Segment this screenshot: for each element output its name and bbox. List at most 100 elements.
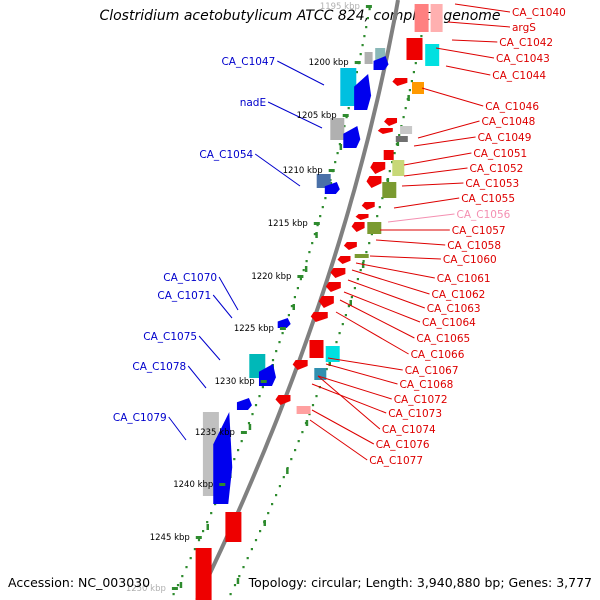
gc-dot bbox=[347, 107, 350, 110]
gene-label-right: argS bbox=[512, 22, 536, 34]
gc-dash bbox=[328, 360, 331, 366]
gc-dot bbox=[290, 305, 293, 308]
kbp-tick-mark bbox=[260, 380, 267, 383]
kbp-tick-mark bbox=[342, 114, 349, 117]
gc-dot bbox=[412, 71, 415, 74]
gc-dot bbox=[275, 494, 278, 497]
gene-label-right: CA_C1062 bbox=[432, 289, 486, 301]
leader-line bbox=[317, 375, 381, 430]
leader-line bbox=[435, 47, 495, 59]
gc-dot bbox=[381, 197, 384, 200]
kbp-tick-label: 1230 kbp bbox=[215, 377, 255, 387]
gene-block bbox=[406, 38, 423, 60]
gc-dot bbox=[254, 404, 258, 407]
gc-dash bbox=[407, 95, 410, 101]
gc-dot bbox=[305, 260, 308, 263]
gc-dash bbox=[292, 304, 295, 310]
gc-dot bbox=[287, 314, 290, 317]
gene-block bbox=[309, 340, 324, 358]
kbp-tick-mark bbox=[313, 222, 320, 225]
gc-dot bbox=[313, 233, 316, 236]
gc-dot bbox=[278, 485, 281, 488]
kbp-tick-label: 1235 kbp bbox=[195, 428, 235, 438]
gc-dot bbox=[345, 116, 348, 119]
gc-dot bbox=[410, 80, 413, 83]
leader-line bbox=[309, 419, 368, 461]
gc-dot bbox=[202, 530, 205, 533]
gc-dot bbox=[420, 35, 423, 38]
leader-line bbox=[421, 87, 484, 107]
gene-label-right: CA_C1066 bbox=[411, 349, 465, 361]
gc-dot bbox=[181, 575, 184, 578]
gene-arrow-forward bbox=[343, 126, 361, 148]
gene-arrow-forward bbox=[213, 412, 233, 504]
gene-arrow-forward bbox=[324, 182, 340, 194]
gene-arrow-reverse bbox=[355, 214, 369, 220]
leader-line bbox=[375, 239, 446, 246]
kbp-tick-mark bbox=[195, 536, 202, 539]
gene-label-right: CA_C1072 bbox=[394, 394, 448, 406]
gc-dot bbox=[261, 386, 264, 389]
gc-dot bbox=[271, 359, 275, 362]
gc-dot bbox=[343, 125, 346, 128]
gc-dot bbox=[391, 161, 394, 164]
gene-label-right: CA_C1049 bbox=[478, 132, 532, 144]
gc-dot bbox=[336, 152, 339, 155]
gc-dash bbox=[305, 420, 309, 426]
gc-dot bbox=[254, 539, 258, 542]
gene-label-left: CA_C1070 bbox=[163, 272, 217, 284]
gc-dot bbox=[366, 17, 369, 20]
gene-arrow-reverse bbox=[370, 162, 386, 174]
gene-label-left: CA_C1071 bbox=[157, 290, 211, 302]
gc-dot bbox=[398, 134, 401, 137]
gene-block bbox=[296, 406, 311, 414]
gene-block bbox=[354, 254, 369, 258]
gene-block bbox=[382, 182, 397, 198]
gene-block bbox=[375, 48, 386, 62]
gc-dot bbox=[361, 44, 364, 47]
gene-arrow-reverse bbox=[366, 176, 382, 188]
gc-dash bbox=[263, 520, 266, 526]
leader-line bbox=[317, 375, 392, 400]
gene-label-right: CA_C1046 bbox=[485, 101, 539, 113]
kbp-tick-label: 1195 kbp bbox=[320, 2, 360, 12]
gc-dot bbox=[315, 395, 318, 398]
gene-block bbox=[412, 82, 424, 94]
gc-dot bbox=[242, 566, 245, 569]
gene-arrow-reverse bbox=[337, 256, 351, 264]
gc-dot bbox=[370, 233, 373, 236]
gc-dot bbox=[402, 116, 405, 119]
gene-block bbox=[383, 150, 394, 160]
leader-line bbox=[351, 269, 430, 295]
map-title: Clostridium acetobutylicum ATCC 824, com… bbox=[99, 8, 501, 24]
leader-line bbox=[355, 262, 435, 279]
leader-line bbox=[254, 153, 301, 187]
gene-arrow-forward bbox=[277, 318, 291, 328]
kbp-tick-mark bbox=[328, 169, 335, 172]
kbp-tick-label: 1240 kbp bbox=[173, 480, 213, 490]
gc-dot bbox=[238, 575, 241, 578]
gene-block bbox=[195, 548, 212, 600]
kbp-tick-label: 1245 kbp bbox=[150, 533, 190, 543]
gc-dot bbox=[335, 341, 338, 344]
gc-dot bbox=[299, 278, 302, 281]
gc-dot bbox=[251, 413, 254, 416]
leader-line bbox=[387, 213, 455, 223]
gc-dot bbox=[362, 260, 365, 263]
gc-dot bbox=[275, 350, 278, 353]
gc-dot bbox=[293, 296, 296, 299]
gc-dot bbox=[278, 341, 281, 344]
gene-label-right: CA_C1052 bbox=[470, 163, 524, 175]
gc-dot bbox=[365, 26, 368, 29]
leader-line bbox=[198, 335, 221, 361]
leader-line bbox=[369, 255, 441, 260]
gene-label-right: CA_C1068 bbox=[400, 379, 454, 391]
leader-line bbox=[413, 136, 476, 147]
gene-label-left: nadE bbox=[240, 97, 266, 109]
gc-dot bbox=[324, 197, 327, 200]
gc-dot bbox=[355, 71, 358, 74]
leader-line bbox=[339, 299, 415, 339]
gc-dot bbox=[271, 503, 274, 506]
gc-dot bbox=[353, 287, 356, 290]
